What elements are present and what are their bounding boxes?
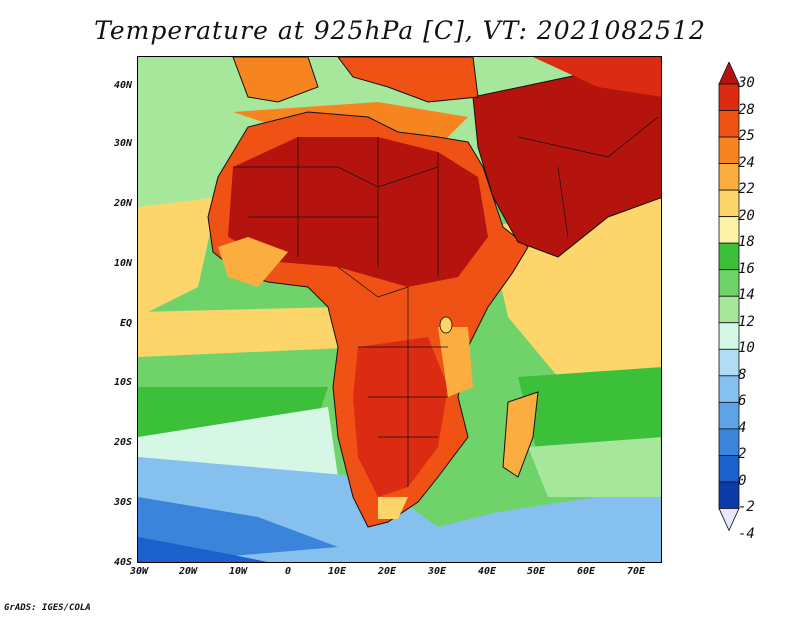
west-africa-coast-warm xyxy=(218,237,288,287)
temperature-map xyxy=(137,56,662,563)
colorbar-label: -4 xyxy=(738,526,755,542)
colorbar-label: 20 xyxy=(738,207,755,224)
colorbar xyxy=(718,62,740,532)
colorbar-label: 24 xyxy=(738,154,755,171)
colorbar-segment xyxy=(718,110,740,138)
colorbar-segment xyxy=(718,428,740,456)
colorbar-label: 30 xyxy=(738,75,755,91)
south-europe-landmass xyxy=(337,57,479,103)
colorbar-label: 12 xyxy=(738,313,755,330)
colorbar-label: 28 xyxy=(738,101,755,118)
colorbar-segment xyxy=(718,455,740,483)
ocean-southern-cold xyxy=(138,497,338,562)
arabia-middle-east-landmass xyxy=(472,57,661,258)
colorbar-label: 4 xyxy=(738,419,747,436)
lat-label-10s: 10S xyxy=(113,377,132,388)
lat-label-20n: 20N xyxy=(113,198,132,209)
chart-title: Temperature at 925hPa [C], VT: 202108251… xyxy=(94,16,706,45)
east-africa-highlands xyxy=(438,327,473,397)
lat-label-30n: 30N xyxy=(113,138,132,149)
colorbar-segment xyxy=(718,269,740,297)
colorbar-label: 22 xyxy=(738,181,755,198)
colorbar-label: 16 xyxy=(738,260,755,277)
lon-label-10w: 10W xyxy=(228,566,248,577)
colorbar-label: 6 xyxy=(738,393,747,410)
lat-label-20s: 20S xyxy=(113,437,132,448)
lon-label-50e: 50E xyxy=(526,566,546,577)
southern-africa-warm xyxy=(353,337,448,497)
colorbar-segment xyxy=(718,481,740,509)
country-borders xyxy=(233,116,659,487)
colorbar-label: 8 xyxy=(738,366,747,383)
lat-label-30s: 30S xyxy=(113,497,132,508)
lon-label-30w: 30W xyxy=(129,566,149,577)
iberia-landmass xyxy=(232,57,319,103)
colorbar-label: 18 xyxy=(738,234,755,251)
colorbar-segment xyxy=(718,136,740,164)
lat-label-eq: EQ xyxy=(119,318,132,329)
lake-victoria xyxy=(439,316,453,334)
lon-label-0: 0 xyxy=(284,566,292,577)
colorbar-label: 0 xyxy=(738,472,747,489)
ocean-southern-coldest xyxy=(138,537,268,562)
ocean-indian-green xyxy=(518,367,661,457)
lon-label-70e: 70E xyxy=(626,566,646,577)
colorbar-label: 14 xyxy=(738,287,755,304)
colorbar-segment xyxy=(718,163,740,191)
lat-label-40s: 40S xyxy=(113,557,132,568)
ocean-indian-light xyxy=(528,437,661,497)
colorbar-segment xyxy=(718,216,740,244)
colorbar-segment xyxy=(718,348,740,377)
lon-label-30e: 30E xyxy=(427,566,447,577)
iran-warm xyxy=(533,57,661,97)
colorbar-segment xyxy=(718,375,740,403)
colorbar-segment xyxy=(718,83,740,111)
lon-label-10e: 10E xyxy=(327,566,347,577)
colorbar-label: 2 xyxy=(738,446,747,463)
colorbar-label: 25 xyxy=(738,128,755,145)
cape-region xyxy=(378,497,408,519)
map-svg xyxy=(138,57,661,562)
colorbar-segment xyxy=(718,189,740,218)
sahara-hot-core xyxy=(228,137,488,287)
colorbar-segment xyxy=(718,401,740,430)
colorbar-label: -2 xyxy=(738,499,755,516)
grads-credit: GrADS: IGES/COLA xyxy=(4,603,91,613)
lat-label-10n: 10N xyxy=(113,258,132,269)
lon-label-40e: 40E xyxy=(477,566,497,577)
colorbar-segment xyxy=(718,322,740,350)
ocean-tropical-east-atlantic xyxy=(138,197,218,317)
madagascar xyxy=(502,391,539,478)
lon-label-60e: 60E xyxy=(576,566,596,577)
lat-label-40n: 40N xyxy=(113,80,132,91)
lon-label-20w: 20W xyxy=(178,566,198,577)
colorbar-segment-top xyxy=(718,62,740,85)
colorbar-segment xyxy=(718,295,740,324)
colorbar-segment xyxy=(718,242,740,271)
lon-label-20e: 20E xyxy=(377,566,397,577)
colorbar-segment-bottom xyxy=(718,508,740,532)
colorbar-label: 10 xyxy=(738,340,755,357)
